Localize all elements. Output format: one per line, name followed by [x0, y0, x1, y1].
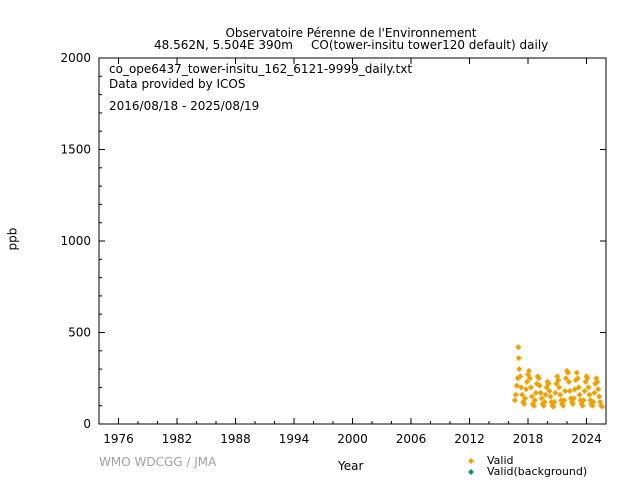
y-tick-label: 500 [68, 326, 91, 340]
data-point-valid [570, 395, 577, 402]
data-point-valid [576, 391, 583, 398]
data-point-valid [535, 375, 542, 382]
data-point-valid [513, 382, 520, 389]
data-point-valid [551, 399, 558, 406]
data-point-valid [527, 384, 534, 391]
data-point-valid [586, 391, 593, 398]
data-point-valid [564, 369, 571, 376]
x-tick-label: 1994 [279, 432, 310, 446]
data-point-valid [521, 400, 528, 407]
data-point-valid [541, 399, 548, 406]
data-point-valid [511, 397, 518, 404]
data-point-valid [537, 389, 544, 396]
data-point-valid [562, 388, 569, 395]
data-point-valid [590, 399, 597, 406]
data-point-valid [566, 388, 573, 395]
y-axis-label: ppb [5, 227, 20, 251]
data-point-valid [531, 397, 538, 404]
x-tick-label: 2012 [454, 432, 485, 446]
data-point-valid [547, 393, 554, 400]
chart-title-series: CO(tower-insitu tower120 default) daily [311, 38, 549, 52]
data-point-valid [561, 397, 568, 404]
data-point-valid [522, 395, 529, 402]
info-filename: co_ope6437_tower-insitu_162_6121-9999_da… [109, 62, 413, 76]
credit-text: WMO WDCGG / JMA [99, 455, 217, 469]
data-point-valid [580, 397, 587, 404]
data-point-valid [518, 384, 525, 391]
legend-valid-label: Valid [487, 454, 514, 467]
x-tick-label: 2006 [396, 432, 427, 446]
x-tick-label: 2018 [513, 432, 544, 446]
data-point-valid [519, 391, 526, 398]
data-point-valid [599, 403, 606, 410]
data-point-valid [584, 375, 591, 382]
data-point-valid [525, 367, 532, 374]
x-tick-label: 2024 [571, 432, 602, 446]
data-point-valid [516, 366, 523, 373]
data-point-valid [557, 391, 564, 398]
data-point-valid [545, 380, 552, 387]
x-tick-label: 1988 [220, 432, 251, 446]
y-tick-label: 1000 [60, 234, 91, 248]
y-tick-label: 1500 [60, 143, 91, 157]
data-point-valid [575, 384, 582, 391]
y-tick-label: 0 [83, 417, 91, 431]
x-axis-label: Year [338, 459, 364, 473]
data-point-valid [555, 377, 562, 384]
data-point-valid [526, 375, 533, 382]
chart-title-station: Observatoire Pérenne de l'Environnement [225, 26, 477, 40]
data-point-valid [512, 391, 519, 398]
data-point-valid [579, 402, 586, 409]
data-point-valid [573, 369, 580, 376]
data-point-valid [574, 375, 581, 382]
data-point-valid [581, 388, 588, 395]
data-point-valid [596, 393, 603, 400]
data-point-valid [591, 389, 598, 396]
x-tick-label: 1982 [162, 432, 193, 446]
data-point-valid [515, 355, 522, 362]
chart-title-location: 48.562N, 5.504E 390m [154, 38, 293, 52]
data-point-valid [595, 386, 602, 393]
legend-valid-marker [468, 458, 474, 464]
data-point-valid [550, 403, 557, 410]
data-point-valid [532, 389, 539, 396]
x-tick-label: 1976 [103, 432, 134, 446]
info-period: 2016/08/18 - 2025/08/19 [109, 99, 260, 113]
data-point-valid [563, 375, 570, 382]
legend-background-label: Valid(background) [487, 465, 588, 478]
info-provider: Data provided by ICOS [109, 77, 246, 91]
data-point-valid [560, 402, 567, 409]
data-point-valid [515, 344, 522, 351]
data-point-valid [536, 382, 543, 389]
data-point-valid [585, 384, 592, 391]
data-point-valid [552, 389, 559, 396]
data-point-valid [556, 384, 563, 391]
data-point-valid [542, 391, 549, 398]
data-point-valid [569, 400, 576, 407]
data-point-valid [528, 393, 535, 400]
data-point-valid [594, 378, 601, 385]
x-tick-label: 2000 [337, 432, 368, 446]
legend: Valid Valid(background) [462, 454, 632, 480]
data-point-valid [524, 378, 531, 385]
data-point-valid [523, 386, 530, 393]
legend-background-marker [468, 469, 474, 475]
data-point-valid [517, 373, 524, 380]
data-point-valid [538, 395, 545, 402]
data-point-valid [565, 378, 572, 385]
data-point-valid [546, 388, 553, 395]
data-point-valid [530, 402, 537, 409]
y-tick-label: 2000 [60, 51, 91, 65]
